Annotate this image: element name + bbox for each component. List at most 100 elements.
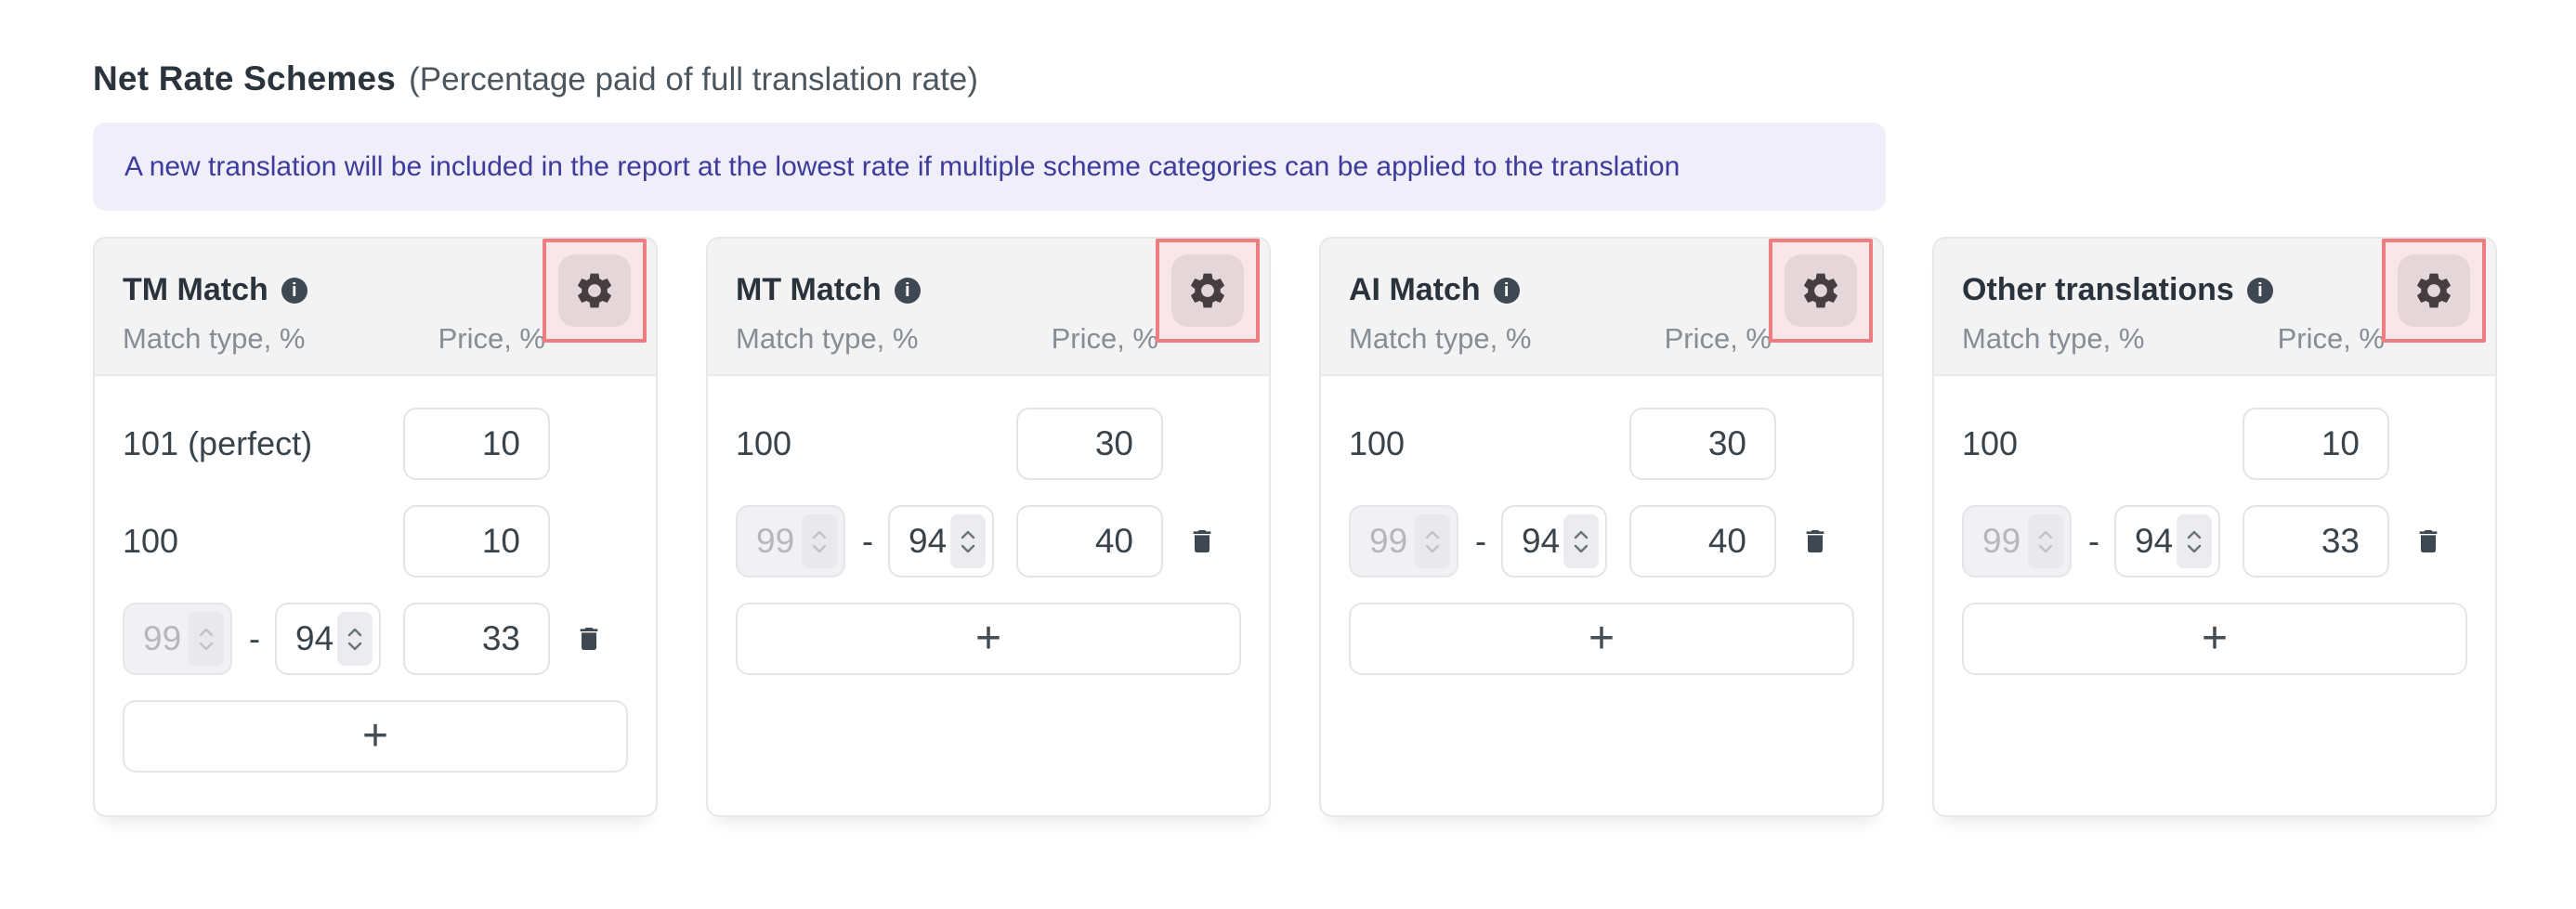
scheme-row: 100 — [1349, 408, 1854, 480]
delete-row-button[interactable] — [574, 622, 604, 656]
row-action-column — [1163, 525, 1241, 558]
range-from-field — [1962, 505, 2072, 578]
settings-button[interactable] — [1171, 254, 1244, 327]
add-row-button[interactable]: + — [736, 603, 1241, 675]
chevron-up-icon — [812, 530, 827, 539]
number-stepper[interactable] — [1415, 514, 1450, 568]
gear-icon — [2413, 269, 2455, 312]
range-from-field — [736, 505, 845, 578]
price-column-header: Price, % — [2277, 322, 2385, 355]
row-action-column — [2389, 525, 2467, 558]
price-input[interactable] — [403, 603, 550, 675]
price-input[interactable] — [2243, 408, 2389, 480]
gear-icon — [573, 269, 616, 312]
row-action-column — [550, 525, 628, 558]
row-left: 100 — [1962, 424, 2243, 463]
row-left: - — [1349, 505, 1629, 578]
range-from-field — [123, 603, 232, 675]
row-action-column — [1776, 525, 1854, 558]
card-header: MT Match i Match type, % Price, % — [708, 239, 1269, 376]
range-to-field — [888, 505, 994, 578]
chevron-down-icon — [199, 642, 214, 650]
price-input[interactable] — [1016, 408, 1163, 480]
delete-row-button[interactable] — [1800, 525, 1830, 558]
row-left: 100 — [736, 424, 1016, 463]
price-input[interactable] — [1629, 408, 1776, 480]
info-banner-text: A new translation will be included in th… — [124, 150, 1680, 182]
card-header: TM Match i Match type, % Price, % — [95, 239, 656, 376]
card-title: Other translations — [1962, 272, 2234, 307]
card-title-row: AI Match i — [1349, 272, 1520, 308]
price-input[interactable] — [403, 408, 550, 480]
row-action-column — [2389, 427, 2467, 461]
price-input[interactable] — [1016, 505, 1163, 578]
match-type-label: 100 — [123, 522, 179, 560]
rate-scheme-cards: TM Match i Match type, % Price, % 101 (p… — [93, 237, 2576, 817]
delete-row-button[interactable] — [2413, 525, 2443, 558]
gear-icon — [1799, 269, 1842, 312]
info-icon[interactable]: i — [2246, 277, 2273, 304]
range-separator: - — [2088, 522, 2099, 560]
scheme-row: 100 — [736, 408, 1241, 480]
number-stepper[interactable] — [802, 514, 837, 568]
scheme-row: 100 — [123, 505, 628, 578]
match-type-label: 101 (perfect) — [123, 424, 313, 462]
chevron-down-icon — [1574, 544, 1589, 552]
number-stepper[interactable] — [1563, 514, 1599, 568]
card-title: MT Match — [736, 272, 882, 307]
info-icon[interactable]: i — [894, 277, 921, 304]
gear-icon — [1186, 269, 1229, 312]
card-header: AI Match i Match type, % Price, % — [1321, 239, 1882, 376]
number-stepper[interactable] — [950, 514, 986, 568]
card-header: Other translations i Match type, % Price… — [1934, 239, 2495, 376]
annotation-highlight — [1156, 239, 1260, 343]
chevron-down-icon — [2187, 544, 2202, 552]
card-body: 100 - — [1934, 376, 2495, 675]
number-stepper[interactable] — [2177, 514, 2212, 568]
match-type-column-header: Match type, % — [123, 322, 306, 355]
add-row-button[interactable]: + — [1962, 603, 2467, 675]
net-rate-schemes-section: Net Rate Schemes (Percentage paid of ful… — [93, 59, 2576, 817]
settings-button[interactable] — [1785, 254, 1857, 327]
chevron-up-icon — [199, 628, 214, 636]
settings-button[interactable] — [558, 254, 631, 327]
info-icon[interactable]: i — [281, 277, 307, 304]
row-left: 100 — [123, 522, 403, 561]
trash-icon — [574, 622, 604, 656]
match-type-label: 100 — [1349, 424, 1406, 462]
chevron-down-icon — [961, 544, 975, 552]
delete-row-button[interactable] — [1187, 525, 1217, 558]
card-body: 100 - — [1321, 376, 1882, 675]
rate-scheme-card: MT Match i Match type, % Price, % 100 — [706, 237, 1271, 817]
range-to-field — [1501, 505, 1607, 578]
scheme-row: - — [123, 603, 628, 675]
scheme-row: - — [1349, 505, 1854, 578]
scheme-row: 101 (perfect) — [123, 408, 628, 480]
price-input[interactable] — [403, 505, 550, 578]
scheme-row: 100 — [1962, 408, 2467, 480]
chevron-down-icon — [2038, 544, 2053, 552]
add-row-button[interactable]: + — [123, 700, 628, 773]
range-separator: - — [1475, 522, 1486, 560]
scheme-row: - — [1962, 505, 2467, 578]
settings-button[interactable] — [2398, 254, 2470, 327]
price-input[interactable] — [2243, 505, 2389, 578]
match-type-label: 100 — [736, 424, 792, 462]
chevron-down-icon — [1425, 544, 1440, 552]
card-body: 100 - — [708, 376, 1269, 675]
rate-scheme-card: TM Match i Match type, % Price, % 101 (p… — [93, 237, 658, 817]
number-stepper[interactable] — [189, 612, 224, 666]
match-type-column-header: Match type, % — [1962, 322, 2145, 355]
number-stepper[interactable] — [337, 612, 373, 666]
row-action-column — [1776, 427, 1854, 461]
price-input[interactable] — [1629, 505, 1776, 578]
row-left: - — [1962, 505, 2243, 578]
annotation-highlight — [2382, 239, 2486, 343]
range-from-field — [1349, 505, 1458, 578]
rate-scheme-card: Other translations i Match type, % Price… — [1932, 237, 2497, 817]
info-icon[interactable]: i — [1493, 277, 1520, 304]
range-to-field — [2114, 505, 2220, 578]
price-column-header: Price, % — [1051, 322, 1158, 355]
add-row-button[interactable]: + — [1349, 603, 1854, 675]
number-stepper[interactable] — [2028, 514, 2063, 568]
